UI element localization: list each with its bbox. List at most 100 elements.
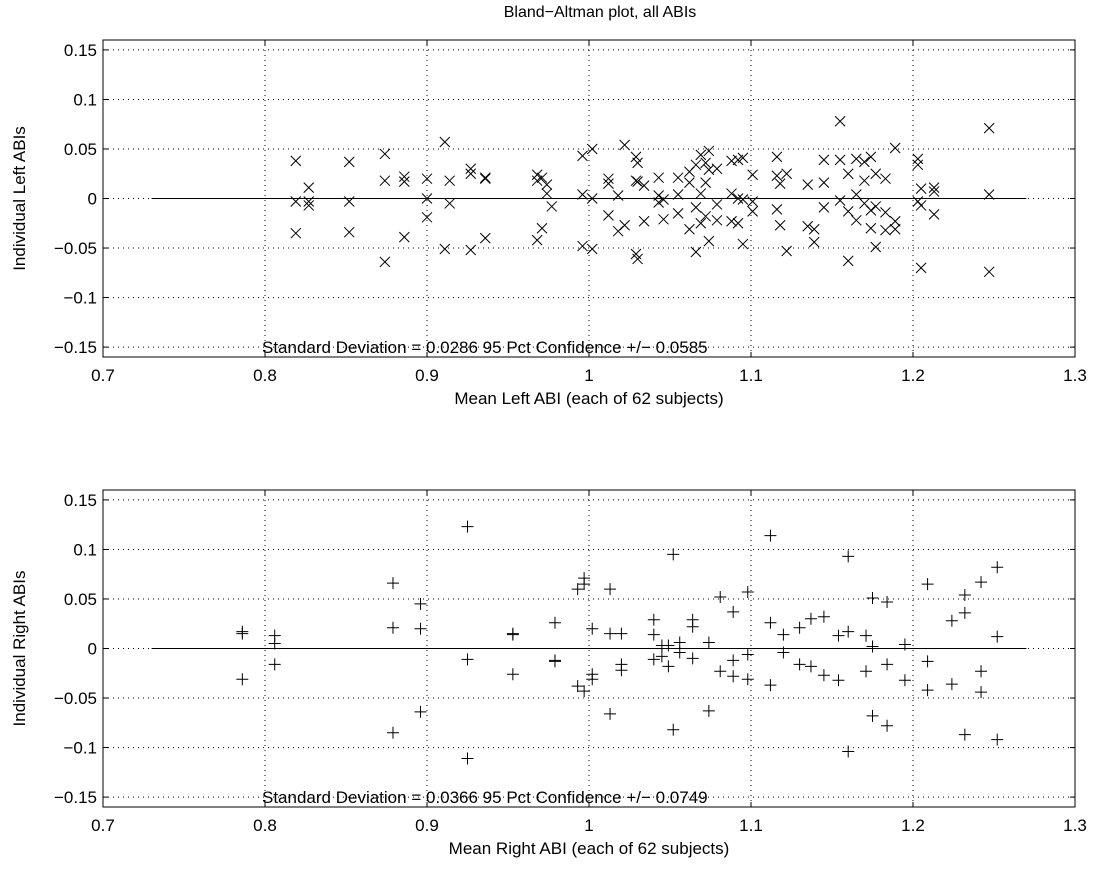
right-plot-data-point (945, 614, 958, 627)
left-plot-data-point (870, 241, 882, 253)
left-plot-data-point (638, 215, 650, 227)
right-plot-data-point (714, 665, 727, 678)
right-plot-data-point (817, 610, 830, 623)
left-plot-data-point (379, 256, 391, 268)
right-plot-data-point (647, 653, 660, 666)
left-plot-data-point (444, 198, 456, 209)
right-plot-data-point (386, 726, 399, 739)
right-plot-x-tick-label: 1.2 (901, 816, 925, 835)
left-plot-data-point (818, 177, 830, 189)
right-plot-data-point (804, 612, 817, 625)
left-plot-data-point (632, 157, 643, 169)
left-plot-data-point (630, 151, 642, 163)
left-plot-data-point (834, 154, 846, 166)
right-plot-data-point (727, 654, 740, 667)
left-plot-data-point (889, 223, 901, 235)
left-plot-data-point (603, 173, 614, 185)
right-plot-data-point (832, 674, 845, 687)
left-plot-data-point (546, 201, 558, 212)
left-plot-data-point (859, 156, 870, 168)
right-plot-data-point (506, 668, 519, 681)
left-plot-data-point (672, 208, 684, 219)
left-plot-data-point (711, 199, 723, 210)
left-plot-data-point (889, 215, 901, 227)
left-plot-data-point (439, 243, 451, 255)
left-plot-data-point (732, 217, 744, 229)
left-plot-data-point (690, 159, 702, 171)
right-plot-data-point (921, 655, 934, 668)
left-plot-x-axis-label: Mean Left ABI (each of 62 subjects) (454, 389, 723, 408)
left-plot-data-point (747, 169, 758, 181)
right-plot-data-point (686, 620, 699, 633)
right-plot-data-point (764, 616, 777, 629)
left-plot-data-point (850, 214, 862, 226)
right-plot-data-point (975, 686, 988, 699)
right-plot-data-point (506, 628, 519, 641)
left-plot-ticks: 0.7 0.8 0.9 1 1.1 1.2 1.3 0.15 0.1 0.05 0 −0.05 −0.1… (54, 40, 1087, 385)
left-plot-data-point (695, 188, 707, 199)
left-plot-data-point (658, 213, 669, 225)
right-plot-data-point (764, 529, 777, 542)
right-plot-data-point (578, 578, 591, 591)
left-plot-y-tick-label: 0.05 (64, 140, 97, 159)
right-plot-data-point (414, 597, 427, 610)
left-plot-data-point (577, 189, 588, 200)
right-plot-data-point (777, 628, 790, 641)
right-plot-data-point (548, 655, 561, 668)
left-plot-data-point (658, 194, 669, 205)
right-plot-data-point (386, 621, 399, 634)
right-plot-data-point (662, 639, 675, 652)
left-plot-data-point (421, 173, 433, 185)
left-plot-data-point (771, 204, 783, 215)
left-plot-data-point (880, 224, 891, 236)
left-plot-data-point (834, 115, 846, 127)
right-plot-data-point (866, 640, 879, 653)
right-plot-data-point (571, 680, 584, 693)
left-plot-data-point (747, 206, 758, 217)
left-plot-data-point (541, 179, 553, 190)
left-plot-data-point (439, 136, 451, 148)
right-plot-data-point (777, 646, 790, 659)
left-plot-data-point (479, 172, 491, 184)
left-plot-data-point (465, 163, 477, 175)
right-plot-x-tick-label: 1.3 (1063, 816, 1087, 835)
left-plot-data-point (726, 155, 737, 167)
right-plot-data-point (991, 630, 1004, 643)
right-plot-data-point (702, 704, 715, 717)
right-plot-y-axis-label: Individual Right ABIs (10, 571, 29, 727)
right-plot-data-point (842, 550, 855, 563)
left-plot-data-point (531, 234, 543, 246)
right-plot-data-point (881, 658, 894, 671)
right-plot-data-point (817, 669, 830, 682)
left-plot-data-point (619, 139, 630, 151)
left-plot-data-point (672, 172, 684, 184)
left-plot-data-point (850, 189, 862, 200)
left-plot-data-point (465, 244, 477, 256)
left-plot-data-point (700, 210, 711, 222)
left-plot-data-point (928, 208, 940, 220)
left-plot-data-point (802, 179, 814, 190)
left-plot-data-point (541, 188, 553, 199)
left-plot-data-point (732, 193, 744, 204)
left-plot-data-point (638, 180, 650, 191)
right-plot-y-tick-label: 0 (88, 640, 97, 659)
right-plot-data-point (667, 548, 680, 561)
right-plot-data-point (647, 628, 660, 641)
left-plot-data-point (808, 236, 820, 248)
right-abi-scatter-plot: 0.7 0.8 0.9 1 1.1 1.2 1.3 0.15 0.1 0.05 0 −0.05 −0.1… (10, 489, 1087, 858)
left-plot-data-point (781, 168, 792, 180)
left-plot-markers (290, 115, 995, 278)
left-plot-data-point (771, 170, 783, 182)
left-plot-data-point (737, 152, 749, 164)
left-plot-data-point (632, 253, 643, 265)
right-plot-ticks: 0.7 0.8 0.9 1 1.1 1.2 1.3 0.15 0.1 0.05 0 −0.05 −0.1… (54, 490, 1087, 835)
left-plot-y-tick-label: −0.05 (54, 239, 97, 258)
right-plot-data-point (236, 627, 249, 640)
left-plot-data-point (912, 159, 924, 171)
left-plot-data-point (303, 196, 315, 207)
left-plot-data-point (703, 145, 715, 157)
left-plot-data-point (983, 189, 995, 200)
left-plot-y-tick-label: 0.15 (64, 41, 97, 60)
left-plot-data-point (703, 235, 715, 247)
